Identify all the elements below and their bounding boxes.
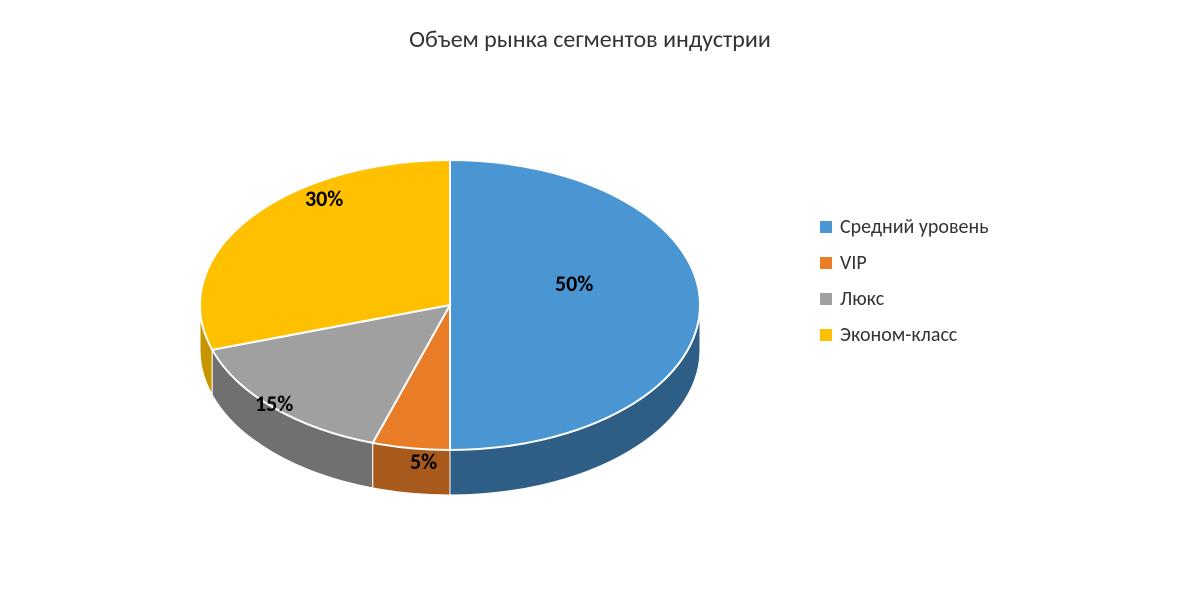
- legend-item-0: Средний уровень: [820, 215, 989, 239]
- legend: Средний уровень VIP Люкс Эконом-класс: [820, 215, 989, 359]
- legend-label: VIP: [840, 251, 867, 275]
- legend-label: Средний уровень: [840, 215, 989, 239]
- legend-swatch-icon: [820, 257, 832, 269]
- pie-chart: [190, 130, 710, 530]
- slice-label-3: 30%: [305, 185, 343, 212]
- slice-label-1: 5%: [410, 448, 437, 475]
- legend-label: Люкс: [840, 287, 884, 311]
- legend-swatch-icon: [820, 293, 832, 305]
- legend-swatch-icon: [820, 329, 832, 341]
- legend-item-3: Эконом-класс: [820, 323, 989, 347]
- slice-label-2: 15%: [255, 390, 293, 417]
- legend-label: Эконом-класс: [840, 323, 957, 347]
- legend-item-2: Люкс: [820, 287, 989, 311]
- slice-label-0: 50%: [555, 270, 593, 297]
- chart-title: Объем рынка сегментов индустрии: [0, 25, 1180, 54]
- legend-swatch-icon: [820, 221, 832, 233]
- legend-item-1: VIP: [820, 251, 989, 275]
